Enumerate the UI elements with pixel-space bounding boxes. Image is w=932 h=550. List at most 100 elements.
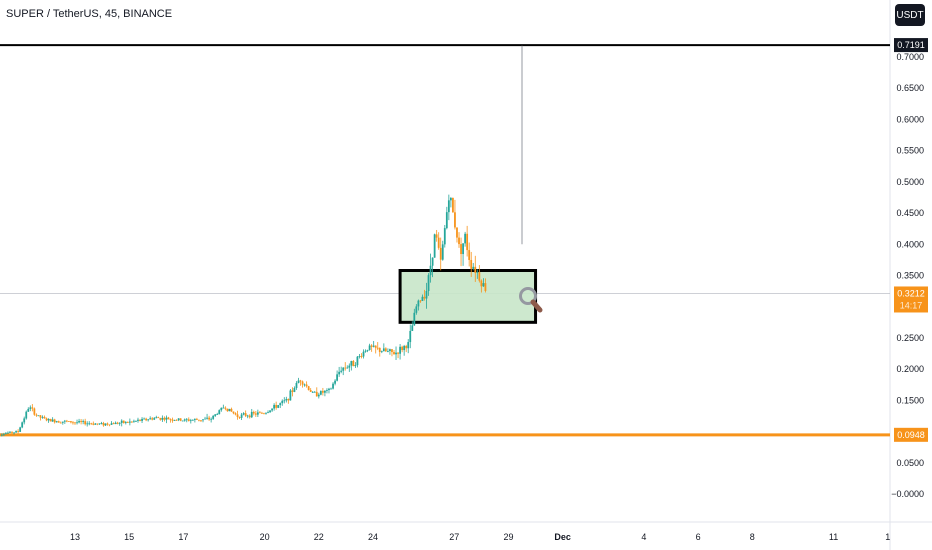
candle-body [303,384,306,386]
candle-body [157,417,160,419]
candle-body [0,434,1,436]
candle-body [57,421,60,423]
candle-body [118,422,121,424]
candle-body [470,259,473,269]
x-tick-label: 15 [124,532,134,542]
y-tick-label: 0.2500 [896,333,924,343]
candle-body [344,367,347,369]
candle-body [173,419,176,421]
candle-body [417,300,420,307]
candle-body [63,420,66,422]
candle-body [393,352,395,355]
candle-body [96,423,99,425]
candle-body [135,420,137,422]
candle-body [267,412,269,413]
candle-body [51,419,54,422]
candle-body [407,342,410,349]
candle-body [9,431,11,433]
candle-body [214,414,217,416]
candle-body [185,419,188,421]
x-tick-label: 24 [368,532,378,542]
candle-body [74,422,76,424]
candle-body [478,272,481,281]
candle-body [336,374,339,381]
candle-body [431,257,434,266]
candle-body [275,404,278,408]
candle-body [153,418,156,420]
candle-body [305,384,308,387]
candle-body [382,348,385,352]
candle-body [246,415,249,417]
candle-body [466,233,469,251]
x-tick-label: Dec [554,532,571,542]
candle-body [216,414,219,415]
candle-body [7,432,9,434]
candle-body [191,419,194,421]
candle-body [114,422,117,425]
candle-body [342,367,345,371]
candle-body [317,394,320,397]
candle-body [165,417,168,420]
candle-body [330,388,332,390]
candle-body [452,198,454,213]
candle-body [324,390,326,393]
y-tick-label: 0.6000 [896,114,924,124]
candle-body [177,418,180,421]
candle-body [265,412,267,414]
candle-body [419,300,422,302]
candle-body [19,427,22,432]
candle-body [86,423,89,425]
candle-body [350,360,353,366]
candle-body [55,421,58,423]
candle-body [311,391,314,393]
candle-body [43,416,46,419]
candle-body [277,405,280,408]
candle-body [460,244,462,255]
x-tick-label: 27 [449,532,459,542]
y-tick-label: 0.0500 [896,458,924,468]
candle-body [366,349,369,351]
x-tick-label: 17 [178,532,188,542]
x-tick-label: 4 [641,532,646,542]
candle-body [49,418,52,422]
candle-body [147,419,150,421]
candle-body [364,350,367,352]
candle-body [230,408,233,412]
candle-body [307,386,310,391]
candle-body [25,411,28,419]
candle-body [348,365,351,368]
support-price-badge-label: 0.0948 [897,430,925,440]
currency-button[interactable]: USDT [895,4,925,26]
candle-body [309,390,312,392]
candle-body [391,349,393,353]
candle-body [220,407,223,411]
candle-body [72,422,74,424]
candle-body [299,380,302,382]
candle-body [242,413,245,415]
x-tick-label: 20 [260,532,270,542]
candle-body [405,345,408,349]
candle-body [411,325,414,331]
candle-body [429,265,432,276]
candle-body [35,414,38,416]
candle-body [139,419,141,421]
candle-body [224,407,227,409]
magnifier-icon-handle [530,299,543,313]
candle-body [403,345,406,351]
candle-body [384,348,387,352]
candle-body [155,417,158,419]
candle-body [409,330,412,343]
candle-body [149,418,152,420]
candle-body [346,367,349,369]
resistance-price-badge [894,38,928,53]
candle-body [159,418,162,420]
candle-body [124,422,127,423]
candle-body [281,400,284,404]
x-tick-label: 1 [885,532,890,542]
candle-body [297,380,300,383]
candle-body [92,423,95,425]
candle-body [273,404,276,409]
candle-body [39,415,42,418]
candle-body [126,422,129,423]
